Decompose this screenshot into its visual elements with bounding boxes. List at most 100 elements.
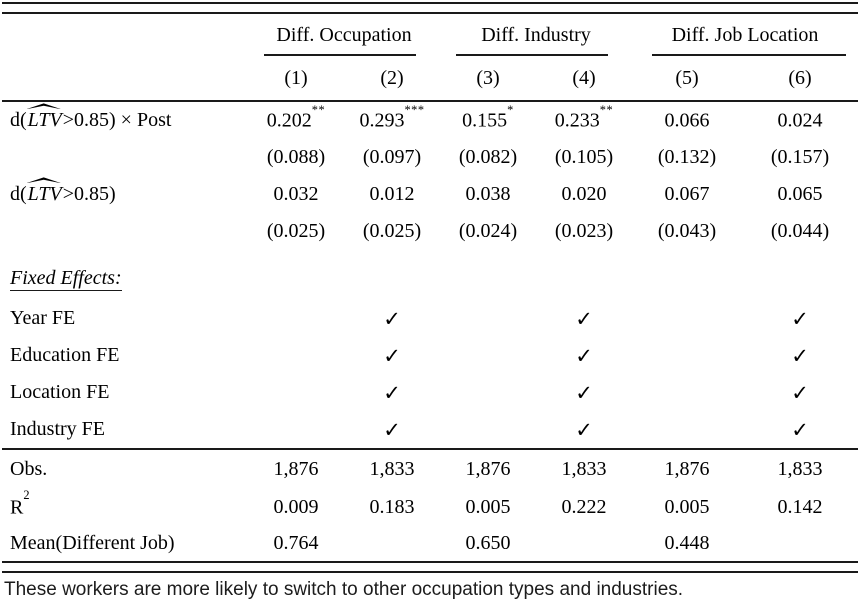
mean-cell: 0.764 [273, 531, 319, 554]
obs-label: Obs. [2, 448, 248, 489]
obs-cell: 1,876 [440, 448, 536, 489]
mean-cell: 0.448 [664, 531, 710, 554]
top-double-rule [2, 2, 858, 14]
group-label: Diff. Industry [481, 23, 591, 46]
r2-cell: 0.009 [273, 495, 319, 518]
coefficient-row-ltv: d(LTV>0.85) 0.032 0.012 0.038 0.020 0.06… [2, 176, 858, 213]
column-group-header-row: Diff. Occupation Diff. Industry Diff. Jo… [2, 14, 858, 56]
column-number-5: (5) [632, 56, 742, 102]
r2-cell: 0.005 [465, 495, 511, 518]
label-suffix: >0.85) × Post [62, 109, 172, 131]
se-cell: (0.025) [362, 220, 422, 242]
checkmark-icon: ✓ [383, 306, 401, 331]
checkmark-icon: ✓ [383, 380, 401, 405]
coef-cell: 0.032 [273, 183, 319, 205]
checkmark-icon: ✓ [791, 306, 809, 331]
obs-cell: 1,876 [248, 448, 344, 489]
column-number-4: (4) [536, 56, 632, 102]
se-cell: (0.157) [770, 146, 830, 168]
mean-different-job-row: Mean(Different Job) 0.764 0.650 0.448 [2, 525, 858, 561]
significance-stars: ** [599, 102, 614, 117]
coef-value: 0.066 [664, 109, 710, 132]
coef-cell: 0.065 [777, 183, 823, 205]
table-caption: These workers are more likely to switch … [4, 579, 684, 600]
coef-cell: 0.024 [742, 101, 858, 139]
fe-row-label: Education FE [10, 344, 120, 366]
mean-cell [536, 525, 632, 561]
fixed-effects-label: Fixed Effects: [10, 266, 122, 291]
fe-row-label: Industry FE [10, 418, 105, 440]
fe-check-cell [248, 300, 344, 337]
coef-cell: 0.066 [632, 101, 742, 139]
label-prefix: d( [10, 109, 27, 131]
significance-stars: *** [404, 102, 425, 117]
standard-error-row: (0.088) (0.097) (0.082) (0.105) (0.132) … [2, 139, 858, 176]
coef-value: 0.293 [359, 109, 405, 132]
column-number-6: (6) [742, 56, 859, 102]
column-number-1: (1) [248, 56, 344, 102]
regression-table: Diff. Occupation Diff. Industry Diff. Jo… [2, 14, 859, 561]
coef-cell: 0.233** [536, 101, 632, 139]
checkmark-icon: ✓ [575, 343, 593, 368]
coef-value: 0.202 [266, 109, 312, 132]
fe-row-education: Education FE ✓ ✓ ✓ [2, 337, 858, 374]
se-cell: (0.025) [266, 220, 326, 242]
ltv-hat-variable: LTV [27, 109, 62, 131]
coef-cell: 0.020 [561, 183, 607, 205]
r-exponent: 2 [23, 488, 30, 503]
empty-corner-cell [2, 56, 248, 102]
coef-cell: 0.067 [664, 183, 710, 205]
group-header-diff-industry: Diff. Industry [440, 14, 632, 56]
mean-cell: 0.650 [465, 531, 511, 554]
checkmark-icon: ✓ [791, 380, 809, 405]
group-underline-rule [264, 54, 416, 56]
checkmark-icon: ✓ [575, 417, 593, 442]
se-cell: (0.044) [770, 220, 830, 242]
checkmark-icon: ✓ [383, 343, 401, 368]
se-cell: (0.024) [458, 220, 518, 242]
row-label-dltv-post: d(LTV>0.85) × Post [2, 101, 248, 139]
column-number-2: (2) [344, 56, 440, 102]
r2-cell: 0.142 [777, 495, 823, 518]
column-number-3: (3) [440, 56, 536, 102]
fe-check-cell [632, 411, 742, 449]
obs-cell: 1,833 [742, 448, 859, 489]
fe-check-cell [248, 411, 344, 449]
checkmark-icon: ✓ [791, 343, 809, 368]
se-cell: (0.088) [266, 146, 326, 168]
checkmark-icon: ✓ [791, 417, 809, 442]
r-label: R [10, 496, 24, 519]
significance-stars: ** [311, 102, 326, 117]
fe-check-cell [632, 300, 742, 337]
fe-check-cell [440, 374, 536, 411]
r-squared-row: R2 0.009 0.183 0.005 0.222 0.005 0.142 [2, 488, 858, 525]
row-label-dltv: d(LTV>0.85) [2, 176, 248, 213]
fe-check-cell [440, 337, 536, 374]
coef-cell: 0.293*** [344, 101, 440, 139]
label-suffix: >0.85) [62, 183, 116, 205]
group-underline-rule [456, 54, 608, 56]
mean-cell [742, 525, 858, 561]
fe-check-cell [632, 374, 742, 411]
checkmark-icon: ✓ [575, 380, 593, 405]
mean-cell [344, 525, 440, 561]
mean-label: Mean(Different Job) [10, 531, 175, 554]
obs-cell: 1,876 [632, 448, 742, 489]
group-label: Diff. Occupation [276, 23, 412, 46]
se-cell: (0.097) [362, 146, 422, 168]
r2-cell: 0.005 [664, 495, 710, 518]
column-number-row: (1) (2) (3) (4) (5) (6) [2, 56, 859, 102]
fe-row-industry: Industry FE ✓ ✓ ✓ [2, 411, 858, 449]
empty-corner-cell [2, 14, 248, 56]
r2-cell: 0.222 [561, 495, 607, 518]
group-header-diff-job-location: Diff. Job Location [632, 14, 858, 56]
fe-row-label: Year FE [10, 307, 76, 329]
coef-value: 0.233 [554, 109, 600, 132]
fe-check-cell [440, 300, 536, 337]
se-cell: (0.105) [554, 146, 614, 168]
coef-cell: 0.155* [440, 101, 536, 139]
standard-error-row: (0.025) (0.025) (0.024) (0.023) (0.043) … [2, 213, 858, 250]
coef-cell: 0.202** [248, 101, 344, 139]
r2-cell: 0.183 [369, 495, 415, 518]
